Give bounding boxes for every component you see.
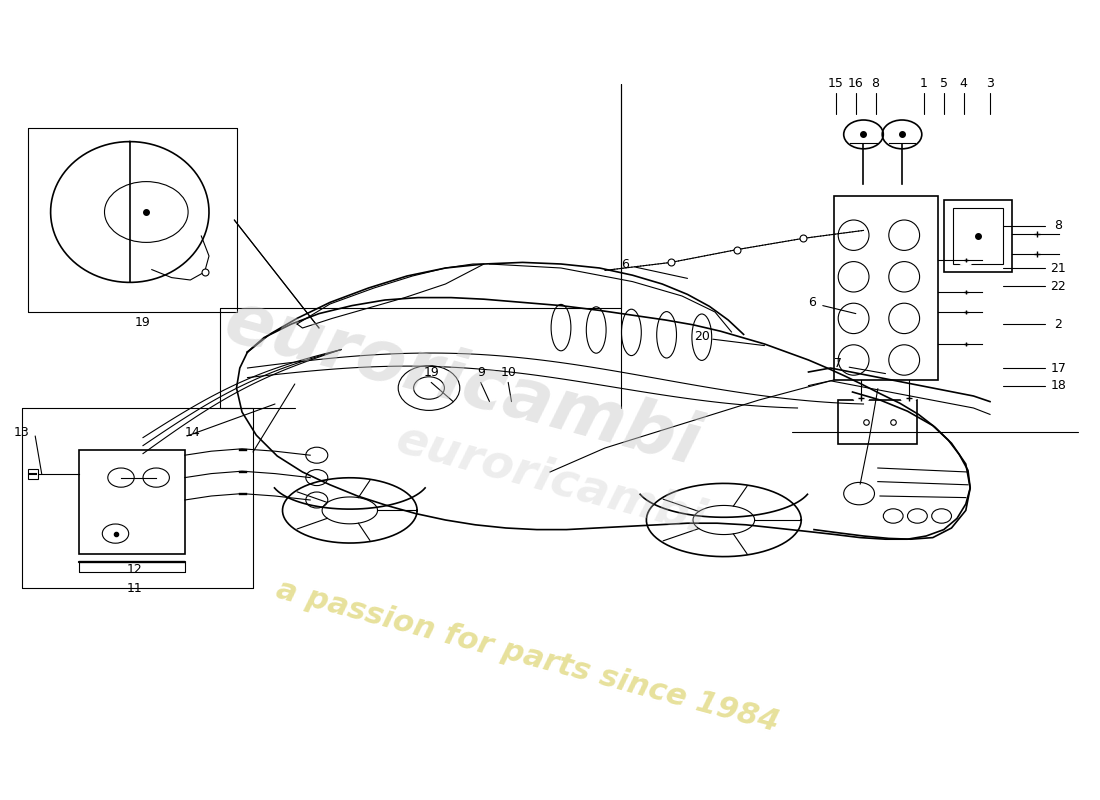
Text: 22: 22: [1050, 280, 1066, 293]
Text: 3: 3: [986, 77, 994, 90]
Text: 19: 19: [424, 366, 439, 378]
Text: 8: 8: [1054, 219, 1063, 232]
Bar: [838, 400, 917, 444]
Bar: [953, 208, 1003, 264]
Circle shape: [958, 286, 974, 298]
Circle shape: [1028, 247, 1046, 260]
Text: 21: 21: [1050, 262, 1066, 274]
Circle shape: [958, 254, 974, 266]
Text: 15: 15: [828, 77, 844, 90]
Bar: [79, 450, 185, 554]
Text: 12: 12: [126, 563, 142, 576]
Text: 11: 11: [126, 582, 142, 594]
Text: 5: 5: [939, 77, 948, 90]
Text: 7: 7: [834, 358, 843, 370]
Text: 2: 2: [1054, 318, 1063, 330]
Circle shape: [958, 338, 974, 350]
Text: 9: 9: [476, 366, 485, 378]
Circle shape: [854, 392, 869, 403]
Text: 13: 13: [14, 426, 30, 438]
Circle shape: [901, 392, 916, 403]
Text: 10: 10: [500, 366, 516, 378]
Text: euroricambi: euroricambi: [390, 417, 710, 543]
Text: 16: 16: [848, 77, 864, 90]
Text: euroricambi: euroricambi: [217, 287, 707, 481]
Text: 19: 19: [135, 316, 151, 329]
Bar: [834, 196, 938, 380]
Circle shape: [1028, 228, 1046, 241]
Text: 18: 18: [1050, 379, 1066, 392]
Text: 8: 8: [871, 77, 880, 90]
Text: 20: 20: [694, 330, 710, 342]
Text: 17: 17: [1050, 362, 1066, 374]
Circle shape: [958, 306, 974, 318]
Text: 6: 6: [620, 258, 629, 270]
Text: 14: 14: [185, 426, 200, 438]
Text: a passion for parts since 1984: a passion for parts since 1984: [274, 574, 782, 738]
Text: 6: 6: [807, 296, 816, 309]
Bar: [944, 200, 1012, 272]
Text: 4: 4: [959, 77, 968, 90]
Text: 1: 1: [920, 77, 928, 90]
